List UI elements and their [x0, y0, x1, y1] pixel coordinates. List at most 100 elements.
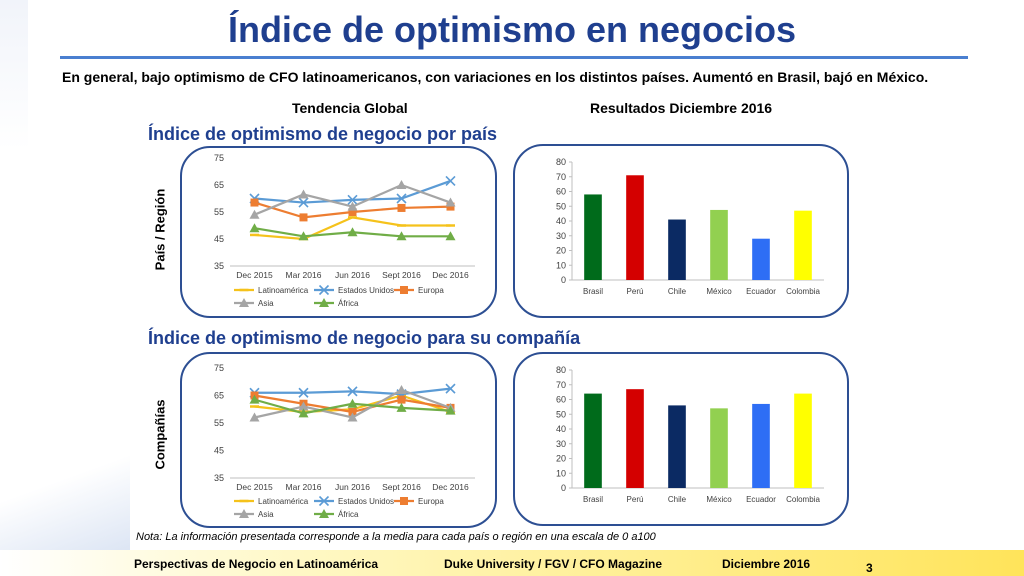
legend-label: Europa — [418, 286, 444, 295]
column-heading-trend: Tendencia Global — [292, 100, 408, 116]
data-point — [445, 197, 456, 207]
data-point — [445, 405, 456, 415]
data-point — [298, 197, 309, 208]
data-point — [397, 395, 406, 404]
footer-left: Perspectivas de Negocio en Latinoamérica — [134, 557, 379, 571]
data-point — [347, 201, 358, 211]
footer-center: Duke University / FGV / CFO Magazine — [444, 557, 663, 571]
x-tick-label: Perú — [627, 287, 644, 296]
legend-label: África — [338, 299, 359, 308]
data-point — [348, 408, 357, 416]
legend-marker — [400, 497, 408, 505]
section-title-country: Índice de optimismo de negocio por país — [148, 124, 498, 144]
data-point — [347, 194, 358, 205]
bar-colombia — [794, 393, 812, 488]
line-chart-country: 35 45 55 65 75 Dec 2015 Mar 2016 Jun 2016 Sept 2… — [214, 153, 475, 308]
legend-label: Europa — [418, 497, 444, 506]
data-point — [298, 401, 309, 411]
bar-perú — [626, 389, 644, 488]
data-point — [249, 412, 260, 422]
y-tick-label: 50 — [556, 201, 566, 211]
y-tick-label: 65 — [214, 391, 224, 401]
data-point — [347, 227, 358, 237]
page-number: 3 — [866, 561, 873, 575]
x-tick-label: Dec 2015 — [236, 482, 273, 492]
data-point — [347, 386, 358, 397]
legend-label: Asia — [258, 299, 274, 308]
legend-marker — [318, 495, 330, 507]
bar-méxico — [710, 209, 728, 280]
data-point — [445, 175, 456, 187]
legend-marker — [319, 509, 329, 518]
y-tick-label: 35 — [214, 261, 224, 271]
data-point — [347, 412, 358, 422]
data-point — [249, 394, 260, 404]
data-point — [396, 385, 407, 394]
y-tick-label: 80 — [556, 157, 566, 167]
x-tick-label: Sept 2016 — [382, 270, 421, 280]
data-point — [249, 223, 260, 233]
x-tick-label: Chile — [668, 495, 687, 504]
x-tick-label: Jun 2016 — [335, 270, 370, 280]
x-tick-label: Mar 2016 — [286, 270, 322, 280]
footnote: Nota: La información presentada correspo… — [136, 531, 656, 543]
line-chart-company-panel: 35 45 55 65 75 Dec 2015 Mar 2016 Jun 2016 Sept 2… — [180, 352, 497, 528]
bar-perú — [626, 175, 644, 280]
x-tick-label: Chile — [668, 287, 687, 296]
section-title-company: Índice de optimismo de negocio para su c… — [148, 328, 581, 348]
data-point — [446, 202, 455, 211]
y-tick-label: 60 — [556, 187, 566, 197]
y-tick-label: 55 — [214, 418, 224, 428]
y-tick-label: 10 — [556, 260, 566, 270]
footer-band — [0, 550, 1024, 576]
x-tick-label: Colombia — [786, 287, 820, 296]
y-tick-label: 20 — [556, 246, 566, 256]
x-tick-label: Ecuador — [746, 287, 776, 296]
x-tick-label: Brasil — [583, 287, 603, 296]
corner-decoration — [0, 0, 28, 150]
legend-marker — [318, 284, 330, 296]
line-chart-country-panel: 35 45 55 65 75 Dec 2015 Mar 2016 Jun 2016 Sept 2… — [180, 146, 497, 318]
bar-brasil — [584, 194, 602, 280]
bar-brasil — [584, 393, 602, 488]
y-tick-label: 60 — [556, 395, 566, 405]
footer-right: Diciembre 2016 — [722, 557, 811, 571]
column-heading-results: Resultados Diciembre 2016 — [590, 100, 773, 116]
x-tick-label: México — [706, 287, 732, 296]
legend-label: Latinoamérica — [258, 286, 309, 295]
legend-label: Estados Unidos — [338, 497, 394, 506]
x-tick-label: Colombia — [786, 495, 820, 504]
y-tick-label: 30 — [556, 439, 566, 449]
line-chart-company: 35 45 55 65 75 Dec 2015 Mar 2016 Jun 2016 Sept 2… — [214, 363, 475, 519]
x-tick-label: Mar 2016 — [286, 482, 322, 492]
side-label-company: Compañías — [152, 399, 168, 470]
legend-marker — [400, 286, 408, 294]
x-tick-label: Dec 2015 — [236, 270, 273, 280]
data-point — [299, 213, 308, 222]
legend-label: África — [338, 510, 359, 519]
data-point — [397, 203, 406, 212]
data-point — [250, 198, 259, 207]
x-tick-label: Sept 2016 — [382, 482, 421, 492]
intro-text: En general, bajo optimismo de CFO latino… — [62, 69, 929, 85]
y-tick-label: 70 — [556, 172, 566, 182]
bar-chart-country: 0 10 20 30 40 50 60 70 80 Brasil Perú Chile México Ec… — [556, 157, 824, 296]
data-point — [445, 231, 456, 241]
data-point — [396, 231, 407, 241]
y-tick-label: 80 — [556, 365, 566, 375]
page-title: Índice de optimismo en negocios — [227, 9, 797, 50]
y-tick-label: 20 — [556, 454, 566, 464]
x-tick-label: Perú — [627, 495, 644, 504]
data-point — [396, 180, 407, 189]
x-tick-label: Ecuador — [746, 495, 776, 504]
data-point — [445, 383, 456, 394]
data-point — [348, 208, 357, 216]
bar-chart-company: 0 10 20 30 40 50 60 70 80 Brasil Perú Chile México Ec… — [556, 365, 824, 504]
data-point — [298, 408, 309, 418]
y-tick-label: 45 — [214, 234, 224, 244]
data-point — [396, 193, 407, 204]
legend-marker — [239, 509, 249, 518]
y-tick-label: 10 — [556, 468, 566, 478]
bar-ecuador — [752, 403, 770, 488]
bar-ecuador — [752, 238, 770, 280]
